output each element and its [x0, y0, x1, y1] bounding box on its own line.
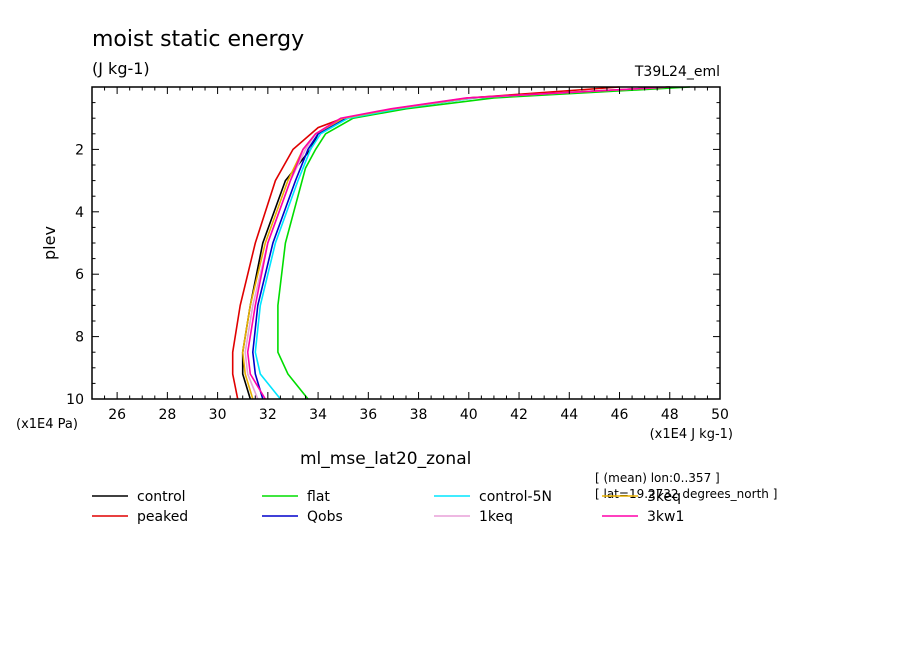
legend: control flat control-5N 3keq peaked Qobs 1keq 3… — [92, 489, 684, 525]
y-tick-label: 8 — [75, 330, 84, 346]
annotation-lon: [ (mean) lon:0..357 ] — [595, 471, 720, 485]
legend-label-peaked: peaked — [137, 509, 188, 525]
series-line-1keq — [244, 86, 670, 400]
legend-label-1keq: 1keq — [479, 509, 513, 525]
annotation-lat: [ lat=19.2732 degrees_north ] — [595, 487, 777, 501]
legend-label-control: control — [137, 489, 186, 505]
plot-frame — [91, 86, 721, 400]
y-axis-label: plev — [40, 226, 59, 260]
series-line-3keq — [241, 86, 670, 400]
y-tick-label: 10 — [66, 392, 84, 408]
series-line-peaked — [231, 86, 620, 400]
x-tick-label: 30 — [209, 407, 227, 423]
y-unit-label: (x1E4 Pa) — [16, 417, 78, 432]
y-axis: 2 4 6 8 10 — [66, 86, 720, 408]
x-tick-label: 28 — [158, 407, 176, 423]
y-tick-label: 2 — [75, 142, 84, 158]
x-tick-label: 42 — [510, 407, 528, 423]
x-axis: 26 28 30 32 34 36 38 40 42 44 46 48 50 — [91, 87, 729, 423]
series-line-3kw1 — [246, 86, 670, 400]
series-line-control — [241, 86, 670, 400]
series-line-flat — [277, 86, 690, 400]
bottom-label: ml_mse_lat20_zonal — [300, 449, 471, 469]
chart-units: (J kg-1) — [92, 59, 150, 78]
x-tick-label: 40 — [460, 407, 478, 423]
legend-label-control-5n: control-5N — [479, 489, 552, 505]
x-tick-label: 36 — [359, 407, 377, 423]
x-tick-label: 26 — [108, 407, 126, 423]
x-tick-label: 34 — [309, 407, 327, 423]
chart-title: moist static energy — [92, 27, 304, 52]
x-tick-label: 50 — [711, 407, 729, 423]
run-label: T39L24_eml — [634, 64, 720, 80]
x-tick-label: 46 — [611, 407, 629, 423]
legend-label-flat: flat — [307, 489, 330, 505]
x-axis-label: (x1E4 J kg-1) — [650, 427, 733, 442]
y-tick-label: 6 — [75, 267, 84, 283]
legend-label-3kw1: 3kw1 — [647, 509, 684, 525]
legend-label-3keq: 3keq — [647, 489, 681, 505]
x-tick-label: 48 — [661, 407, 679, 423]
x-tick-label: 38 — [410, 407, 428, 423]
legend-label-qobs: Qobs — [307, 509, 343, 525]
y-tick-label: 4 — [75, 205, 84, 221]
series-layer — [231, 86, 690, 400]
x-tick-label: 44 — [560, 407, 578, 423]
x-tick-label: 32 — [259, 407, 277, 423]
